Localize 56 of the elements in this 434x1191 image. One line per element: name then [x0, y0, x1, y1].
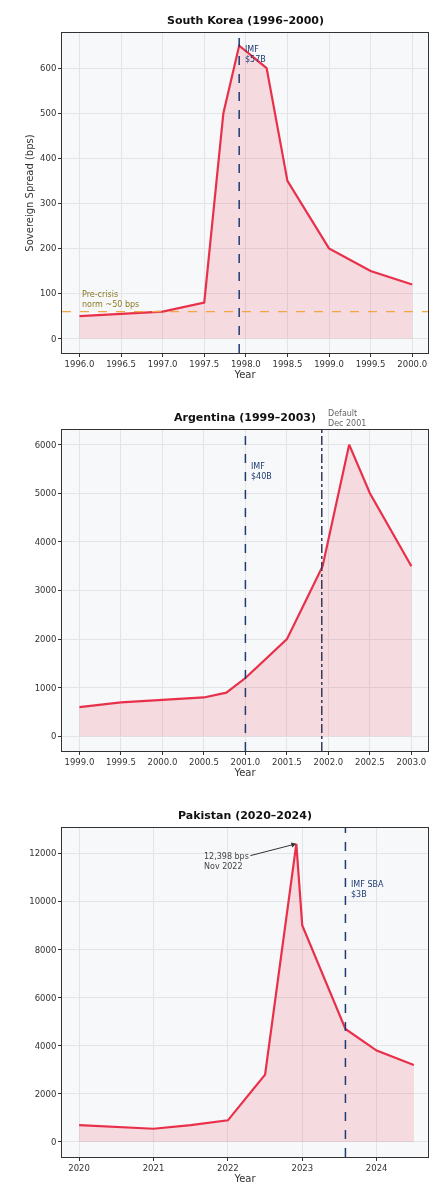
x-tick-label: 2021 — [142, 1163, 165, 1174]
y-tick-label: 10000 — [29, 896, 57, 907]
y-tick-label: 6000 — [34, 439, 57, 450]
y-tick-label: 8000 — [34, 944, 57, 955]
x-tick-label: 2002.0 — [313, 757, 344, 768]
x-tick-label: 1999.5 — [106, 757, 136, 768]
x-tick-label: 1998.0 — [230, 359, 261, 370]
x-tick-label: 2000.0 — [147, 757, 178, 768]
x-tick-label: 2000.5 — [189, 757, 219, 768]
chart-title: South Korea (1996–2000) — [167, 14, 325, 27]
y-tick-label: 0 — [50, 731, 57, 742]
y-tick-label: 500 — [40, 108, 57, 119]
annotation: 12,398 bps Nov 2022 — [204, 852, 249, 872]
x-tick-label: 2024 — [365, 1163, 388, 1174]
y-tick-label: 0 — [50, 1136, 57, 1147]
x-axis-title: Year — [233, 767, 257, 779]
x-tick-label: 2020 — [68, 1163, 90, 1174]
y-tick-label: 400 — [40, 153, 57, 164]
y-tick-label: 1000 — [34, 682, 57, 693]
x-tick-label: 2001.5 — [272, 757, 302, 768]
x-tick-label: 1999.5 — [355, 359, 386, 370]
y-tick-label: 0 — [50, 333, 57, 344]
x-tick-label: 2001.0 — [230, 757, 261, 768]
y-axis-title: Sovereign Spread (bps) — [24, 134, 36, 252]
y-tick-label: 300 — [40, 198, 57, 209]
y-tick-label: 4000 — [34, 1040, 57, 1051]
y-tick-label: 6000 — [34, 992, 57, 1003]
x-tick-label: 1996.5 — [106, 359, 136, 370]
ref-line-label: IMF $40B — [251, 462, 272, 482]
x-tick-label: 2002.5 — [355, 757, 385, 768]
y-tick-label: 3000 — [34, 585, 57, 596]
x-tick-label: 1997.0 — [147, 359, 178, 370]
x-tick-label: 1997.5 — [189, 359, 220, 370]
y-tick-label: 2000 — [34, 634, 57, 645]
chart-title: Argentina (1999–2003) — [174, 411, 317, 424]
y-tick-label: 100 — [40, 288, 57, 299]
x-axis-title: Year — [233, 369, 257, 381]
chart-title: Pakistan (2020–2024) — [178, 809, 312, 822]
x-axis-title: Year — [233, 1173, 257, 1185]
x-tick-label: 2023 — [291, 1163, 314, 1174]
x-tick-label: 2000.0 — [397, 359, 428, 370]
y-tick-label: 12000 — [29, 848, 57, 859]
x-tick-label: 1998.5 — [272, 359, 303, 370]
ref-line-label: Pre-crisis norm ~50 bps — [82, 290, 140, 310]
x-tick-label: 1996.0 — [64, 359, 95, 370]
y-tick-label: 5000 — [34, 488, 57, 499]
y-tick-label: 200 — [40, 243, 57, 254]
y-tick-label: 4000 — [34, 536, 57, 547]
x-tick-label: 1999.0 — [64, 757, 95, 768]
y-tick-label: 2000 — [34, 1088, 57, 1099]
x-tick-label: 1999.0 — [314, 359, 344, 370]
y-tick-label: 600 — [40, 63, 57, 74]
x-tick-label: 2022 — [217, 1163, 239, 1174]
ref-line-label: IMF SBA $3B — [351, 880, 384, 900]
x-tick-label: 2003.0 — [396, 757, 427, 768]
ref-line-label: Default Dec 2001 — [328, 409, 367, 429]
